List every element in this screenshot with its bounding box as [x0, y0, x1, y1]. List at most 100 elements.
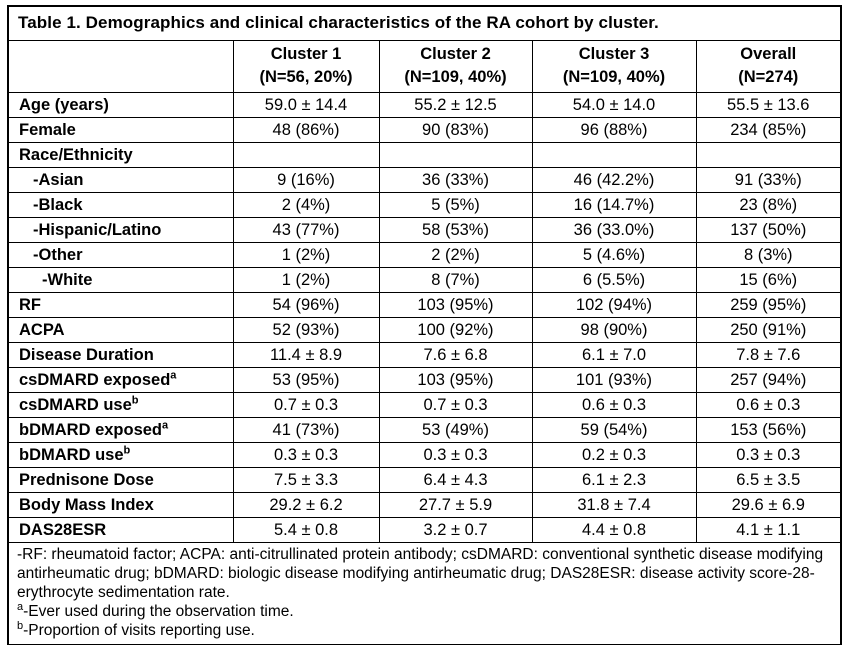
cell-value: 6.1 ± 7.0 — [531, 342, 697, 368]
header-row: Cluster 1 (N=56, 20%) Cluster 2 (N=109, … — [7, 40, 842, 93]
row-csdmard-use: csDMARD useb 0.7 ± 0.3 0.7 ± 0.3 0.6 ± 0… — [7, 392, 842, 418]
cell-value: 8 (7%) — [378, 267, 533, 293]
cell-value: 29.6 ± 6.9 — [695, 492, 842, 518]
cell-value: 46 (42.2%) — [531, 167, 697, 193]
cell-value: 31.8 ± 7.4 — [531, 492, 697, 518]
row-label: -Other — [7, 242, 234, 268]
row-label: csDMARD useb — [7, 392, 234, 418]
cell-value: 90 (83%) — [378, 117, 533, 143]
row-label: RF — [7, 292, 234, 318]
column-header-line2: (N=56, 20%) — [259, 68, 353, 86]
row-bdmard-exposed: bDMARD exposeda 41 (73%) 53 (49%) 59 (54… — [7, 417, 842, 443]
column-header-cluster1: Cluster 1 (N=56, 20%) — [232, 40, 380, 93]
cell-value: 53 (95%) — [232, 367, 380, 393]
table-title: Table 1. Demographics and clinical chara… — [7, 5, 842, 41]
cell-value: 250 (91%) — [695, 317, 842, 343]
cell-value: 29.2 ± 6.2 — [232, 492, 380, 518]
row-other: -Other 1 (2%) 2 (2%) 5 (4.6%) 8 (3%) — [7, 242, 842, 268]
row-label: csDMARD exposeda — [7, 367, 234, 393]
cell-value: 23 (8%) — [695, 192, 842, 218]
cell-value: 2 (4%) — [232, 192, 380, 218]
cell-value: 58 (53%) — [378, 217, 533, 243]
row-label: -White — [7, 267, 234, 293]
cell-value: 101 (93%) — [531, 367, 697, 393]
cell-value: 41 (73%) — [232, 417, 380, 443]
row-race-ethnicity: Race/Ethnicity — [7, 142, 842, 168]
cell-value: 91 (33%) — [695, 167, 842, 193]
row-rf: RF 54 (96%) 103 (95%) 102 (94%) 259 (95%… — [7, 292, 842, 318]
footnote-marker: b — [123, 444, 131, 456]
cell-value: 36 (33.0%) — [531, 217, 697, 243]
footnote-abbreviations: -RF: rheumatoid factor; ACPA: anti-citru… — [17, 546, 824, 601]
row-black: -Black 2 (4%) 5 (5%) 16 (14.7%) 23 (8%) — [7, 192, 842, 218]
footnote-marker: b — [17, 619, 24, 632]
cell-value: 0.6 ± 0.3 — [695, 392, 842, 418]
column-header-line1: Cluster 2 — [420, 45, 491, 63]
row-label: DAS28ESR — [7, 517, 234, 543]
row-body-mass-index: Body Mass Index 29.2 ± 6.2 27.7 ± 5.9 31… — [7, 492, 842, 518]
cell-value: 103 (95%) — [378, 292, 533, 318]
row-hispanic-latino: -Hispanic/Latino 43 (77%) 58 (53%) 36 (3… — [7, 217, 842, 243]
row-label: Prednisone Dose — [7, 467, 234, 493]
cell-value: 54.0 ± 14.0 — [531, 92, 697, 118]
cell-value: 9 (16%) — [232, 167, 380, 193]
cell-value: 96 (88%) — [531, 117, 697, 143]
column-header-line2: (N=109, 40%) — [562, 68, 666, 86]
cell-value: 48 (86%) — [232, 117, 380, 143]
cell-value — [531, 142, 697, 168]
corner-cell — [7, 40, 234, 93]
footnote-a: a-Ever used during the observation time. — [17, 600, 294, 620]
cell-value — [695, 142, 842, 168]
cell-value: 7.6 ± 6.8 — [378, 342, 533, 368]
cell-value: 55.5 ± 13.6 — [695, 92, 842, 118]
row-label: Body Mass Index — [7, 492, 234, 518]
cell-value: 15 (6%) — [695, 267, 842, 293]
cell-value: 59 (54%) — [531, 417, 697, 443]
footnote-marker: a — [170, 369, 177, 381]
column-header-line1: Cluster 1 — [270, 45, 342, 63]
footnote-marker: a — [162, 419, 169, 431]
cell-value: 8 (3%) — [695, 242, 842, 268]
row-asian: -Asian 9 (16%) 36 (33%) 46 (42.2%) 91 (3… — [7, 167, 842, 193]
cell-value: 36 (33%) — [378, 167, 533, 193]
row-label: ACPA — [7, 317, 234, 343]
cell-value: 98 (90%) — [531, 317, 697, 343]
cell-value: 153 (56%) — [695, 417, 842, 443]
cell-value: 4.1 ± 1.1 — [695, 517, 842, 543]
cell-value: 137 (50%) — [695, 217, 842, 243]
cell-value: 53 (49%) — [378, 417, 533, 443]
column-header-overall: Overall (N=274) — [695, 40, 842, 93]
row-acpa: ACPA 52 (93%) 100 (92%) 98 (90%) 250 (91… — [7, 317, 842, 343]
cell-value: 0.3 ± 0.3 — [232, 442, 380, 468]
cell-value: 11.4 ± 8.9 — [232, 342, 380, 368]
footnote-marker: b — [131, 394, 139, 406]
cell-value: 3.2 ± 0.7 — [378, 517, 533, 543]
cell-value: 5 (4.6%) — [531, 242, 697, 268]
cell-value: 6.4 ± 4.3 — [378, 467, 533, 493]
cell-value: 55.2 ± 12.5 — [378, 92, 533, 118]
demographics-table: Table 1. Demographics and clinical chara… — [7, 5, 843, 645]
cell-value: 4.4 ± 0.8 — [531, 517, 697, 543]
cell-value: 0.2 ± 0.3 — [531, 442, 697, 468]
row-bdmard-use: bDMARD useb 0.3 ± 0.3 0.3 ± 0.3 0.2 ± 0.… — [7, 442, 842, 468]
cell-value — [232, 142, 380, 168]
cell-value: 234 (85%) — [695, 117, 842, 143]
cell-value: 5 (5%) — [378, 192, 533, 218]
cell-value: 52 (93%) — [232, 317, 380, 343]
row-female: Female 48 (86%) 90 (83%) 96 (88%) 234 (8… — [7, 117, 842, 143]
row-label: Race/Ethnicity — [7, 142, 234, 168]
row-das28esr: DAS28ESR 5.4 ± 0.8 3.2 ± 0.7 4.4 ± 0.8 4… — [7, 517, 842, 543]
footnotes-row: -RF: rheumatoid factor; ACPA: anti-citru… — [7, 542, 842, 645]
row-label: -Asian — [7, 167, 234, 193]
cell-value: 6.5 ± 3.5 — [695, 467, 842, 493]
cell-value: 257 (94%) — [695, 367, 842, 393]
cell-value: 43 (77%) — [232, 217, 380, 243]
cell-value: 54 (96%) — [232, 292, 380, 318]
cell-value: 102 (94%) — [531, 292, 697, 318]
cell-value: 0.7 ± 0.3 — [232, 392, 380, 418]
cell-value: 100 (92%) — [378, 317, 533, 343]
column-header-cluster3: Cluster 3 (N=109, 40%) — [531, 40, 697, 93]
cell-value: 259 (95%) — [695, 292, 842, 318]
row-disease-duration: Disease Duration 11.4 ± 8.9 7.6 ± 6.8 6.… — [7, 342, 842, 368]
